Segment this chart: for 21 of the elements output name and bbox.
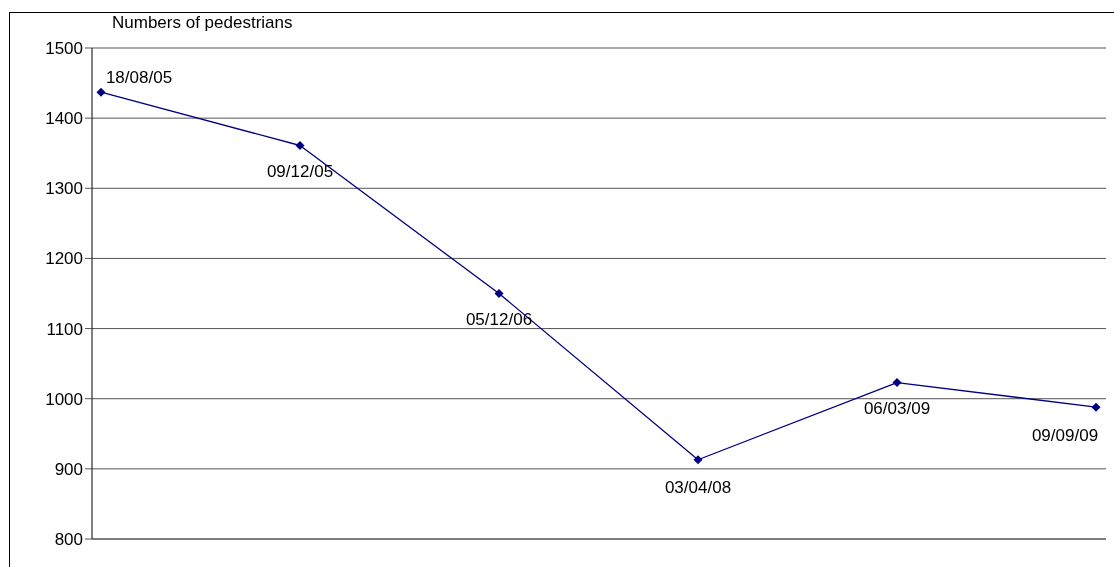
y-tick-label: 800: [54, 530, 83, 550]
y-tick-label: 900: [54, 459, 83, 479]
point: [1091, 402, 1101, 412]
y-tick-label: 1100: [46, 319, 83, 339]
y-tick-label: 1500: [45, 39, 83, 59]
annotation: 05/12/06: [465, 310, 533, 330]
annotation: 09/09/09: [1031, 426, 1099, 446]
annotation: 09/12/05: [266, 162, 334, 182]
point: [295, 141, 305, 150]
point: [96, 87, 106, 97]
y-tick-label: 1000: [45, 389, 83, 409]
y-tick-label: 1300: [45, 179, 83, 199]
point: [494, 289, 504, 298]
annotation: 03/04/08: [664, 478, 732, 498]
y-axis-title: Numbers of pedestrians: [112, 13, 293, 32]
point: [693, 455, 703, 465]
annotation: 18/08/05: [105, 67, 173, 87]
y-tick-label: 1200: [45, 249, 83, 269]
annotation: 06/03/09: [863, 398, 931, 418]
point: [892, 378, 902, 388]
y-tick-label: 1400: [45, 109, 83, 129]
